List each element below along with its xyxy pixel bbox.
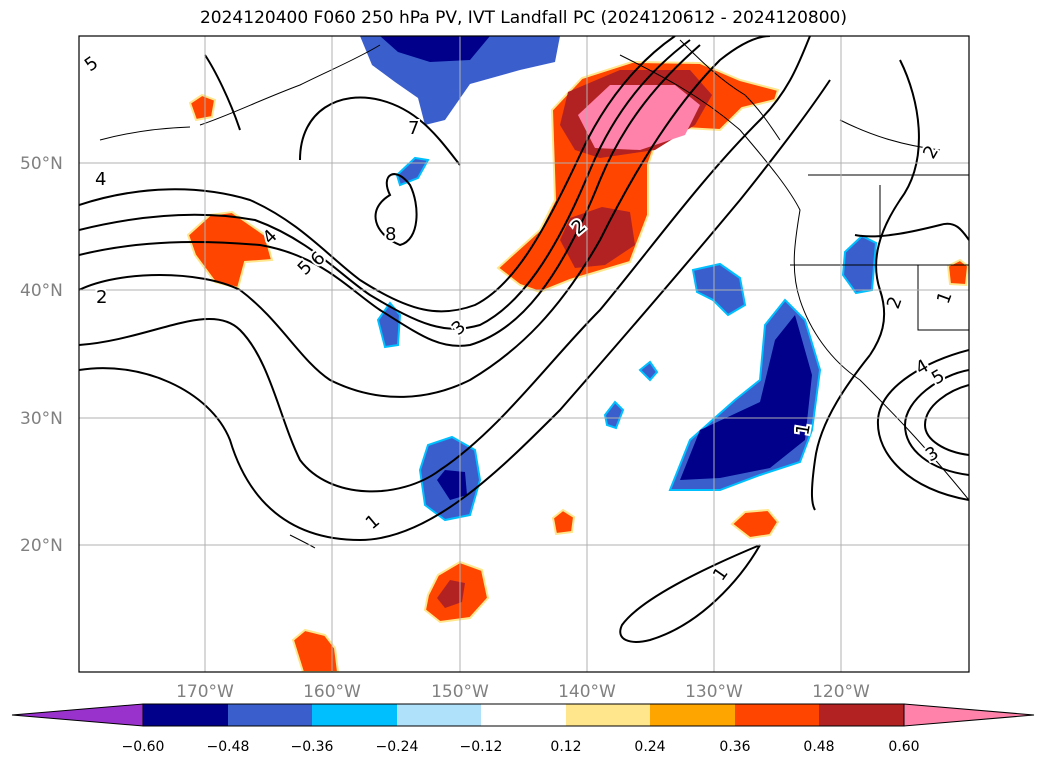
- lon-label-120w: 120°W: [812, 682, 870, 702]
- colorbar-segment: [481, 704, 566, 726]
- lon-label-150w: 150°W: [431, 682, 489, 702]
- lat-label-30n: 30°N: [20, 409, 63, 429]
- colorbar-tick-label: 0.12: [550, 739, 581, 755]
- colorbar-segment: [228, 704, 312, 726]
- longitude-labels: 170°W 160°W 150°W 140°W 130°W 120°W: [176, 682, 870, 702]
- lon-label-160w: 160°W: [303, 682, 361, 702]
- colorbar-tick-label: 0.60: [888, 739, 919, 755]
- negative-feature-small-5: [603, 400, 625, 430]
- latitude-labels: 50°N 40°N 30°N 20°N: [20, 154, 63, 556]
- gridlines: [79, 36, 969, 672]
- negative-feature-small-6: [638, 360, 659, 382]
- contour-label: 2: [96, 287, 107, 308]
- colorbar-tick-label: −0.24: [376, 739, 419, 755]
- colorbar-segment: [397, 704, 481, 726]
- colorbar: −0.60 −0.48 −0.36 −0.24 −0.12 0.12 0.24 …: [11, 703, 1035, 755]
- pv-contours: [79, 36, 969, 643]
- coastlines: [99, 39, 969, 549]
- lat-label-20n: 20°N: [20, 536, 63, 556]
- lat-label-50n: 50°N: [20, 154, 63, 174]
- lon-label-140w: 140°W: [558, 682, 616, 702]
- colorbar-tick-label: 0.48: [803, 739, 834, 755]
- colorbar-low-extend: [11, 703, 144, 727]
- colorbar-segment: [312, 704, 397, 726]
- lon-label-170w: 170°W: [176, 682, 234, 702]
- positive-feature-bottom: [291, 628, 340, 672]
- colorbar-segment: [650, 704, 735, 726]
- lon-label-130w: 130°W: [685, 682, 743, 702]
- contour-label: 4: [95, 169, 106, 190]
- negative-core-alaska: [380, 36, 490, 62]
- positive-feature-small-1: [730, 508, 780, 540]
- lat-label-40n: 40°N: [20, 281, 63, 301]
- positive-feature-small-3: [188, 93, 217, 122]
- colorbar-segment: [735, 704, 819, 726]
- colorbar-tick-label: 0.24: [634, 739, 665, 755]
- colorbar-tick-label: −0.48: [207, 739, 250, 755]
- positive-core-south: [437, 580, 465, 608]
- positive-core-mid: [560, 207, 635, 268]
- contour-label: 7: [408, 118, 419, 139]
- map-title: 2024120400 F060 250 hPa PV, IVT Landfall…: [199, 8, 847, 28]
- colorbar-high-extend: [903, 703, 1035, 727]
- positive-feature-small-4: [946, 258, 969, 287]
- positive-feature-small-2: [551, 508, 576, 536]
- colorbar-segment: [819, 704, 904, 726]
- colorbar-tick-label: −0.36: [291, 739, 334, 755]
- contour-label: 8: [385, 224, 396, 245]
- map-background: [79, 36, 969, 672]
- colorbar-segment: [566, 704, 650, 726]
- negative-core-east-pacific: [680, 315, 812, 480]
- colorbar-frame: [142, 703, 905, 727]
- colorbar-tick-label: −0.60: [122, 739, 165, 755]
- colorbar-tick-label: 0.36: [719, 739, 750, 755]
- map-frame: [78, 35, 970, 673]
- colorbar-segment: [143, 704, 228, 726]
- colorbar-tick-label: −0.12: [460, 739, 503, 755]
